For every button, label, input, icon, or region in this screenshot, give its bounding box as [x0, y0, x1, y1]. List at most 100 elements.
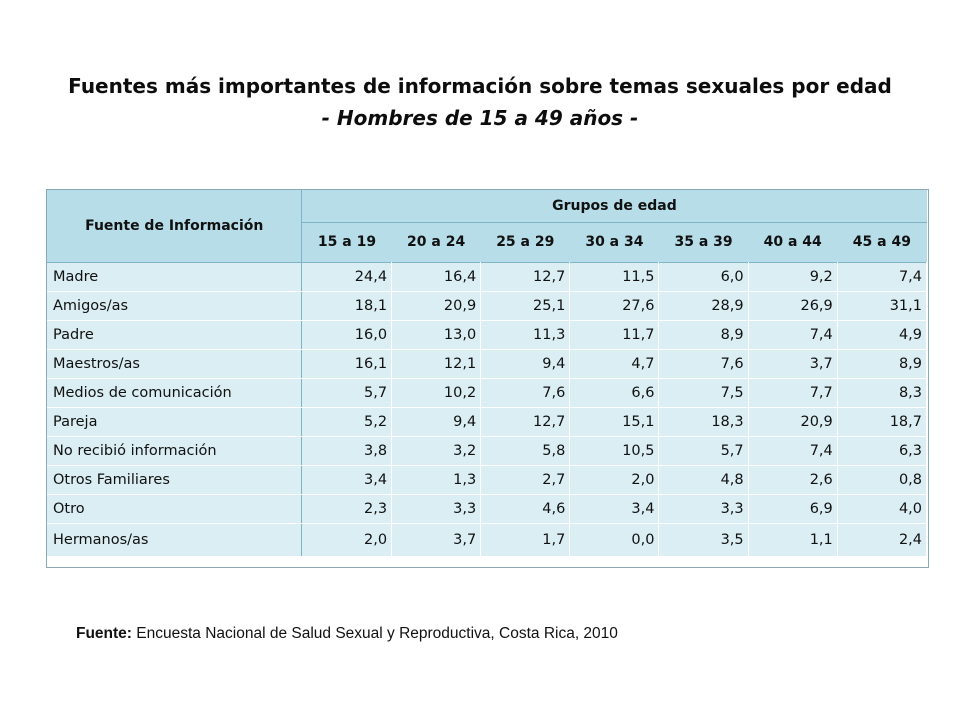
table-cell: 3,7 — [748, 349, 838, 379]
table-cell: 1,3 — [391, 465, 482, 495]
table-row: Hermanos/as 2,0 3,7 1,7 0,0 3,5 1,1 2,4 — [47, 523, 928, 557]
table-row: Madre 24,4 16,4 12,7 11,5 6,0 9,2 7,4 — [47, 262, 928, 292]
table-cell: 3,3 — [658, 494, 749, 524]
row-label: Otros Familiares — [47, 465, 303, 495]
table-row: Otros Familiares 3,4 1,3 2,7 2,0 4,8 2,6 0,8 — [47, 465, 928, 495]
table-cell: 7,5 — [658, 378, 749, 408]
table-cell: 8,9 — [837, 349, 928, 379]
table-cell: 28,9 — [658, 291, 749, 321]
table-cell: 16,0 — [301, 320, 393, 350]
table-cell: 2,0 — [569, 465, 660, 495]
data-table: Fuente de Información Grupos de edad 15 … — [47, 190, 928, 557]
table-cell: 12,1 — [391, 349, 482, 379]
table-cell: 6,3 — [837, 436, 928, 466]
table-cell: 6,6 — [569, 378, 660, 408]
row-label: Pareja — [47, 407, 303, 437]
table-row: Otro 2,3 3,3 4,6 3,4 3,3 6,9 4,0 — [47, 494, 928, 524]
table-cell: 7,4 — [748, 320, 838, 350]
table-cell: 7,4 — [748, 436, 838, 466]
age-group-6: 45 a 49 — [837, 222, 927, 263]
table-cell: 1,7 — [480, 523, 571, 557]
table-cell: 1,1 — [748, 523, 838, 557]
table-cell: 13,0 — [391, 320, 482, 350]
row-label: Madre — [47, 262, 303, 292]
age-group-header: Grupos de edad — [301, 190, 927, 223]
table-cell: 9,2 — [748, 262, 838, 292]
table-cell: 7,6 — [658, 349, 749, 379]
table-cell: 20,9 — [748, 407, 838, 437]
table-cell: 16,4 — [391, 262, 482, 292]
table-row: No recibió información 3,8 3,2 5,8 10,5 5,7 7,… — [47, 436, 928, 466]
row-label: No recibió información — [47, 436, 303, 466]
age-group-5: 40 a 44 — [748, 222, 838, 263]
table-cell: 9,4 — [391, 407, 482, 437]
table-cell: 3,2 — [391, 436, 482, 466]
table-cell: 15,1 — [569, 407, 660, 437]
table-cell: 8,3 — [837, 378, 928, 408]
table-row: Amigos/as 18,1 20,9 25,1 27,6 28,9 26,9 31,1 — [47, 291, 928, 321]
table-cell: 4,6 — [480, 494, 571, 524]
table-body: Madre 24,4 16,4 12,7 11,5 6,0 9,2 7,4 Amigos/as 1… — [47, 262, 928, 557]
table-cell: 8,9 — [658, 320, 749, 350]
age-group-0: 15 a 19 — [301, 222, 392, 263]
age-header-row: 15 a 19 20 a 24 25 a 29 30 a 34 35 a 39 40 a … — [47, 222, 927, 263]
table-cell: 3,3 — [391, 494, 482, 524]
table-cell: 5,2 — [301, 407, 393, 437]
table-cell: 9,4 — [480, 349, 571, 379]
table-cell: 5,8 — [480, 436, 571, 466]
table-cell: 18,7 — [837, 407, 928, 437]
table-cell: 18,1 — [301, 291, 393, 321]
age-group-1: 20 a 24 — [391, 222, 481, 263]
table-cell: 2,3 — [301, 494, 393, 524]
table-cell: 18,3 — [658, 407, 749, 437]
table-cell: 25,1 — [480, 291, 571, 321]
table-cell: 3,4 — [301, 465, 393, 495]
row-label: Hermanos/as — [47, 523, 303, 557]
table-cell: 11,5 — [569, 262, 660, 292]
table-cell: 26,9 — [748, 291, 838, 321]
table-cell: 4,9 — [837, 320, 928, 350]
table-row: Pareja 5,2 9,4 12,7 15,1 18,3 20,9 18,7 — [47, 407, 928, 437]
table-cell: 24,4 — [301, 262, 393, 292]
source-column-header: Fuente de Información — [47, 190, 303, 263]
table-cell: 4,0 — [837, 494, 928, 524]
table-cell: 12,7 — [480, 262, 571, 292]
table-cell: 7,4 — [837, 262, 928, 292]
table-cell: 10,2 — [391, 378, 482, 408]
table-cell: 5,7 — [301, 378, 393, 408]
page-title: Fuentes más importantes de información s… — [68, 74, 892, 98]
table-cell: 4,7 — [569, 349, 660, 379]
row-label: Medios de comunicación — [47, 378, 303, 408]
source-label: Fuente: — [76, 625, 132, 642]
table-row: Medios de comunicación 5,7 10,2 7,6 6,6 7,5 7,… — [47, 378, 928, 408]
page-subtitle: - Hombres de 15 a 49 años - — [321, 106, 639, 130]
table-cell: 3,5 — [658, 523, 749, 557]
row-label: Amigos/as — [47, 291, 303, 321]
table-cell: 0,8 — [837, 465, 928, 495]
table-cell: 5,7 — [658, 436, 749, 466]
table-cell: 3,8 — [301, 436, 393, 466]
table-cell: 7,7 — [748, 378, 838, 408]
table-cell: 16,1 — [301, 349, 393, 379]
table-cell: 20,9 — [391, 291, 482, 321]
source-note: Fuente: Encuesta Nacional de Salud Sexua… — [76, 625, 618, 643]
table-cell: 7,6 — [480, 378, 571, 408]
table-cell: 2,7 — [480, 465, 571, 495]
table-cell: 4,8 — [658, 465, 749, 495]
table-row: Maestros/as 16,1 12,1 9,4 4,7 7,6 3,7 8,9 — [47, 349, 928, 379]
source-text: Encuesta Nacional de Salud Sexual y Repr… — [131, 625, 618, 642]
table-cell: 27,6 — [569, 291, 660, 321]
row-label: Padre — [47, 320, 303, 350]
table-cell: 0,0 — [569, 523, 660, 557]
row-label: Otro — [47, 494, 303, 524]
table-cell: 11,3 — [480, 320, 571, 350]
table-cell: 2,4 — [837, 523, 928, 557]
table-cell: 12,7 — [480, 407, 571, 437]
age-group-2: 25 a 29 — [480, 222, 570, 263]
table-cell: 3,7 — [391, 523, 482, 557]
table-cell: 2,6 — [748, 465, 838, 495]
table-row: Padre 16,0 13,0 11,3 11,7 8,9 7,4 4,9 — [47, 320, 928, 350]
age-group-3: 30 a 34 — [569, 222, 659, 263]
row-label: Maestros/as — [47, 349, 303, 379]
